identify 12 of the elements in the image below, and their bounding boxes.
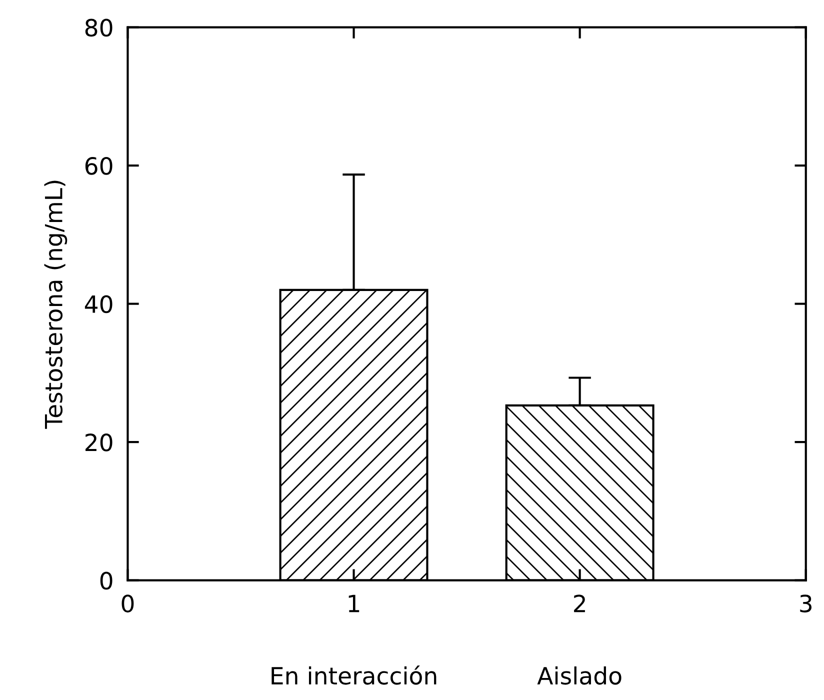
text: Aislado: [537, 666, 622, 685]
y-axis-title: Testosterona (ng/mL): [44, 180, 68, 429]
text: En interacción: [272, 665, 436, 685]
x-tick-label: 0: [122, 594, 134, 612]
x-tick-label: 2: [574, 594, 585, 612]
x-tick-label: 1: [348, 594, 360, 612]
y-tick-label: 0: [100, 572, 112, 590]
y-tick-label: 80: [85, 18, 112, 37]
y-tick-label: 20: [86, 433, 112, 452]
x-tick-label: 3: [800, 594, 812, 612]
y-tick-label: 40: [84, 295, 112, 314]
y-tick-label: 60: [85, 156, 112, 175]
